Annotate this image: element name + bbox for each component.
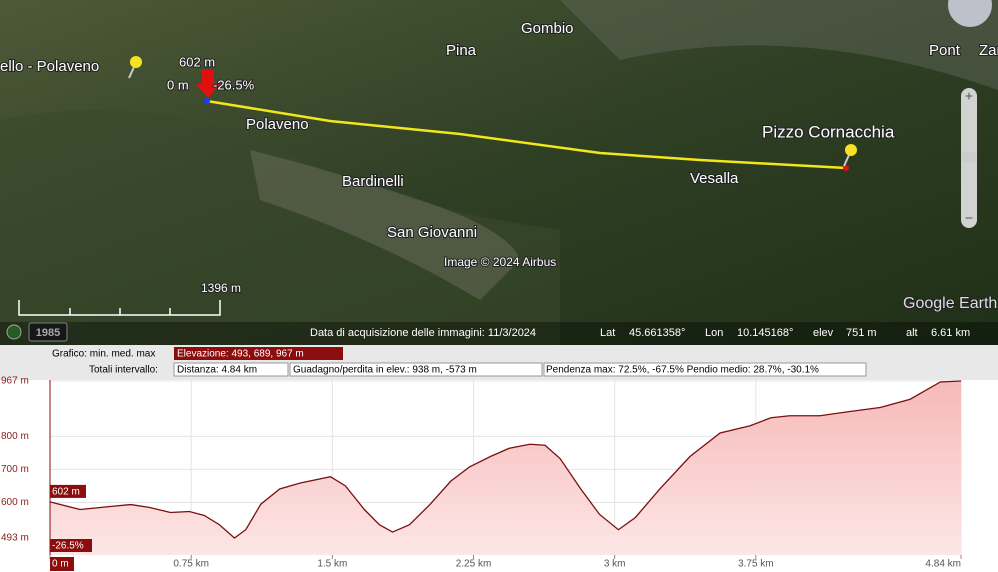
history-icon[interactable] [6, 324, 22, 340]
logo: Google Earth [903, 295, 997, 312]
cursor-label-box [50, 484, 86, 498]
info-box [289, 362, 543, 377]
route-start [204, 98, 210, 104]
position-arrow [196, 70, 220, 98]
status-bar [0, 322, 998, 345]
place-label[interactable]: Gombio [520, 19, 575, 38]
info-box [543, 362, 867, 377]
place-label[interactable]: ello - Polaveno [0, 57, 100, 76]
place-label[interactable]: Polaveno [245, 115, 310, 134]
area [50, 381, 961, 555]
copyright: Image © 2024 Airbus [444, 255, 556, 269]
y-tick-label: 700 m [1, 464, 29, 475]
lat-label: Lat [600, 327, 615, 339]
place-label[interactable]: Vesalla [689, 169, 740, 188]
svg-text:+: + [965, 88, 973, 104]
x-tick-label: 3 km [604, 559, 626, 570]
alt-label: alt [906, 327, 918, 339]
line [49, 380, 962, 539]
cursor-elevation: 602 m [52, 487, 80, 498]
scale-label: 1396 m [201, 281, 241, 295]
x-tick-label: 0 m [52, 559, 69, 570]
valley [560, 0, 998, 90]
terrain [0, 110, 560, 345]
distance: Distanza: 4.84 km [177, 365, 257, 376]
totals-label: Totali intervallo: [89, 365, 158, 376]
alt: 6.61 km [931, 327, 970, 339]
elev: 751 m [846, 327, 877, 339]
pin [843, 144, 857, 167]
y-tick-label: 800 m [1, 431, 29, 442]
x-tick-label: 3.75 km [738, 559, 774, 570]
cursor-slope: -26.5% [52, 541, 84, 552]
navigation-control[interactable] [948, 0, 992, 27]
info-box [173, 362, 289, 377]
x-label-box [50, 557, 74, 571]
pin-elevation: 602 m [179, 54, 215, 69]
acquisition-date: Data di acquisizione delle immagini: 11/… [310, 327, 536, 339]
pin-distance: 0 m [167, 77, 189, 92]
zoom-control[interactable]: +− [961, 88, 977, 228]
place-label[interactable]: San Giovanni [386, 223, 478, 242]
elev-label: elev [813, 327, 834, 339]
lon: 10.145168° [737, 327, 793, 339]
y-tick-label: 600 m [1, 497, 29, 508]
lat: 45.661358° [629, 327, 685, 339]
place-label[interactable]: Zar [978, 41, 998, 60]
cursor-label-box [50, 539, 92, 552]
place-label[interactable]: Bardinelli [341, 172, 405, 191]
place-label[interactable]: Pina [445, 41, 478, 60]
x-tick-label: 4.84 km [925, 559, 961, 570]
lon-label: Lon [705, 327, 723, 339]
year-box[interactable] [28, 322, 68, 342]
pin [128, 56, 142, 79]
elevation-box [174, 347, 343, 360]
route-end [843, 165, 849, 171]
x-tick-label: 2.25 km [456, 559, 492, 570]
y-tick-label: 493 m [1, 533, 29, 544]
elevation-stats: Elevazione: 493, 689, 967 m [177, 349, 304, 360]
pin-slope: -26.5% [213, 77, 255, 92]
year: 1985 [36, 327, 60, 339]
elevation-profile: 493 m 600 m 700 m 800 m 967 m 0.75 km 1.5 km 2.… [1, 376, 962, 571]
place-label[interactable]: Pizzo Cornacchia [761, 121, 896, 142]
y-tick-label: 967 m [1, 376, 29, 387]
slope-stats: Pendenza max: 72.5%, -67.5% Pendio medio… [546, 365, 819, 376]
scale-bar [18, 300, 221, 316]
town-area [250, 150, 520, 300]
svg-text:−: − [965, 210, 973, 226]
graph-label: Grafico: min. med. max [52, 349, 155, 360]
x-tick-label: 1.5 km [317, 559, 347, 570]
route-path [206, 99, 847, 170]
place-label[interactable]: Pont [928, 41, 962, 60]
x-tick-label: 0.75 km [173, 559, 209, 570]
gain-loss: Guadagno/perdita in elev.: 938 m, -573 m [293, 365, 477, 376]
